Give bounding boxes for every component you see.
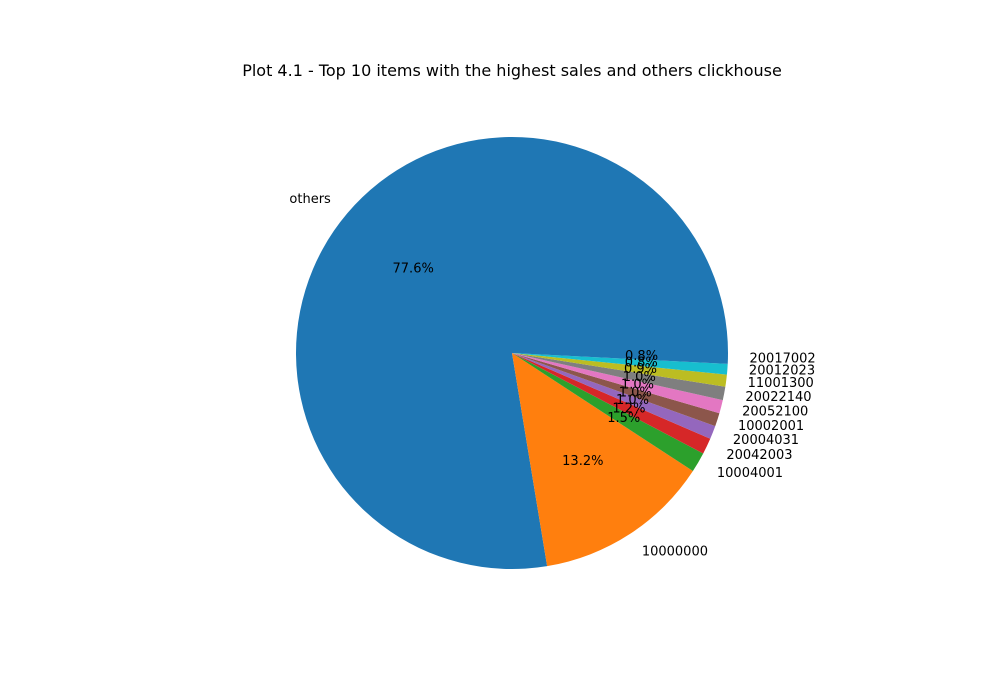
pie-labels: others 77.6% 10000000 13.2% 10004001 1.5% 2004… (289, 192, 815, 560)
slice-percent-label: 0.8% (625, 349, 658, 364)
pie-slice-20022140 (512, 353, 726, 401)
pie-slice-11001300 (512, 353, 727, 387)
slice-percent-label: 13.2% (562, 454, 603, 469)
slice-label: 11001300 (748, 376, 814, 391)
pie-slice-20042003 (512, 353, 711, 454)
slice-percent-label: 1.0% (623, 370, 656, 385)
slice-label: 20052100 (742, 405, 808, 420)
pie-slice-10000000 (512, 353, 693, 567)
slice-label: 10004001 (717, 466, 783, 481)
slice-label: 10002001 (738, 419, 804, 434)
slice-percent-label: 0.9% (624, 362, 657, 377)
slice-percent-label: 1.0% (621, 378, 654, 393)
slice-percent-label: 1.2% (612, 401, 645, 416)
pie-slice-20017002 (512, 353, 728, 364)
pie-slice-10002001 (512, 353, 720, 427)
slice-percent-label: 1.0% (619, 386, 652, 401)
chart-title: Plot 4.1 - Top 10 items with the highest… (242, 61, 782, 80)
pie-slice-20052100 (512, 353, 723, 414)
slice-percent-label: 77.6% (393, 262, 434, 277)
pie-slice-20012023 (512, 353, 728, 375)
slice-label: 20022140 (745, 390, 811, 405)
slice-percent-label: 0.8% (625, 355, 658, 370)
slice-percent-label: 1.0% (616, 393, 649, 408)
slice-percent-label: 1.5% (607, 411, 640, 426)
slice-label: 20017002 (750, 351, 816, 366)
pie-slice-10004001 (512, 353, 704, 472)
slice-label: 20004031 (733, 433, 799, 448)
pie-slices (296, 136, 728, 569)
slice-label: others (289, 192, 331, 207)
pie-slice-20004031 (512, 353, 716, 439)
slice-label: 20042003 (726, 448, 792, 463)
slice-label: 20012023 (749, 363, 815, 378)
slice-label: 10000000 (642, 544, 708, 559)
